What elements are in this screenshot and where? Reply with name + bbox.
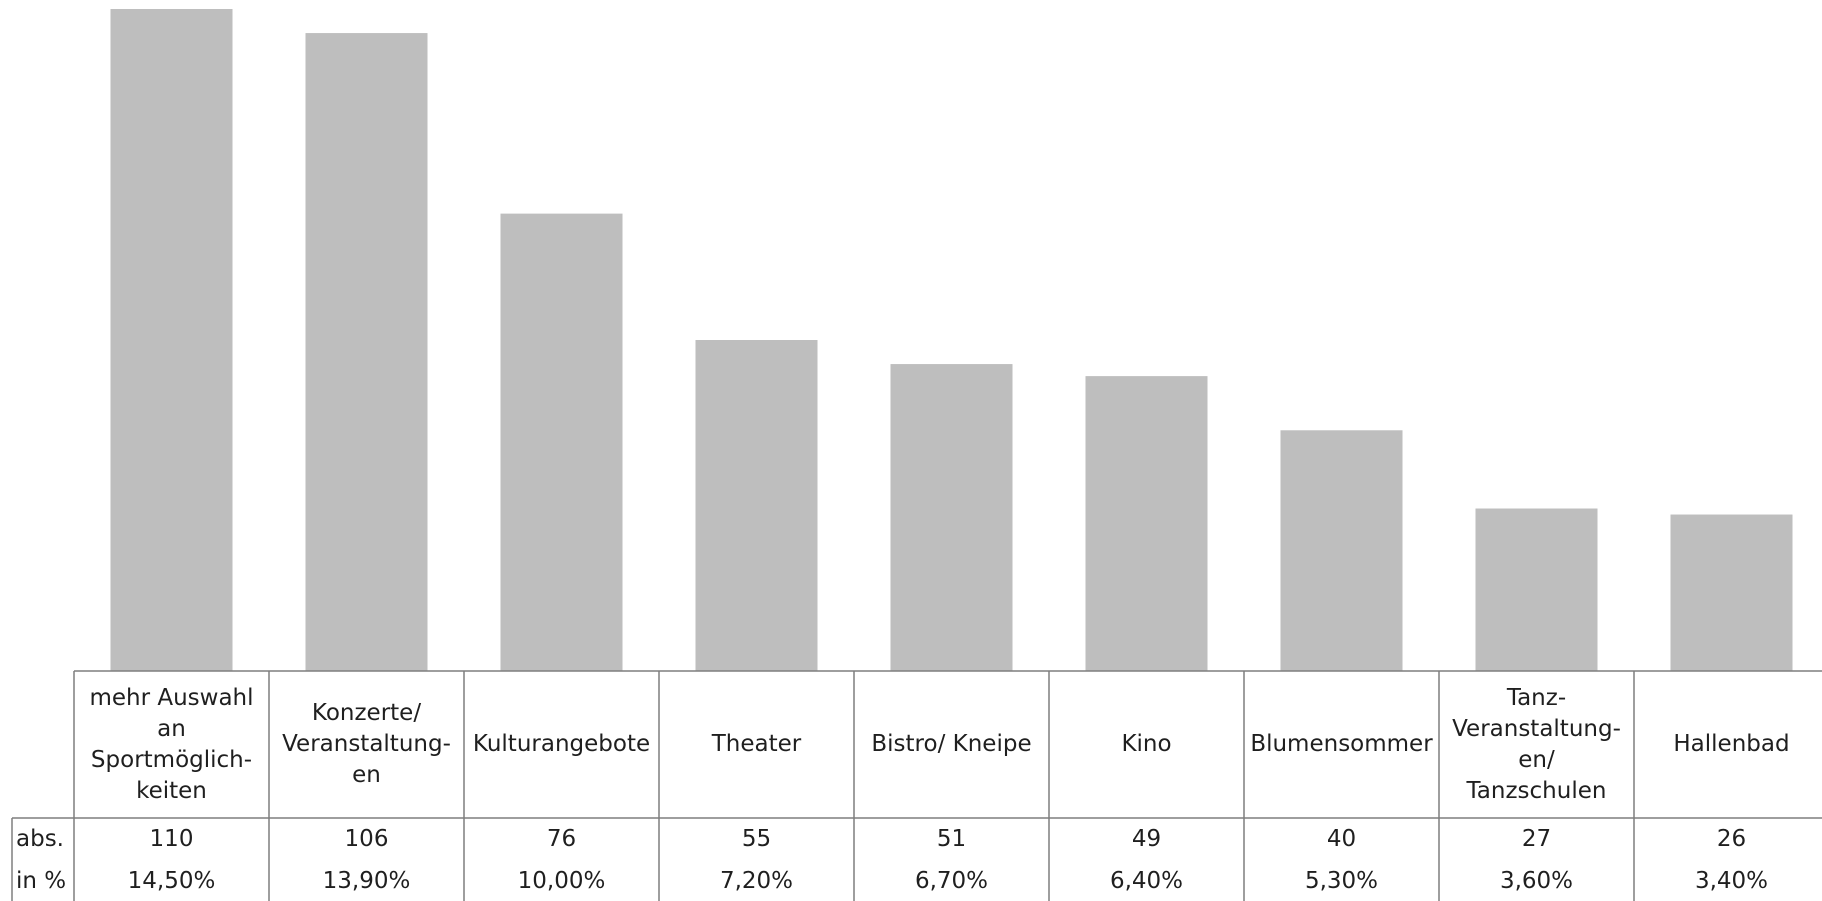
table-cell: 27 <box>1521 826 1552 852</box>
table-cell: 110 <box>149 826 194 852</box>
table-cell: 55 <box>741 826 772 852</box>
table-row-label: in % <box>16 867 67 894</box>
table-cell: 10,00% <box>517 867 606 894</box>
bar-7 <box>1280 430 1403 671</box>
category-label: Kino <box>1121 731 1172 757</box>
bar-1 <box>110 9 233 671</box>
category-label: Bistro/ Kneipe <box>871 731 1032 757</box>
bar-9 <box>1670 514 1793 671</box>
table-cell: 14,50% <box>127 867 216 894</box>
table-cell: 26 <box>1716 826 1747 852</box>
category-label: Kulturangebote <box>472 731 651 757</box>
table-cell: 13,90% <box>322 867 411 894</box>
bar-5 <box>890 364 1013 671</box>
category-label: mehr Auswahl an Sportmöglich- keiten <box>89 684 254 804</box>
table-cell: 3,60% <box>1499 867 1574 894</box>
table-cell: 51 <box>936 826 967 852</box>
table-cell: 7,20% <box>719 867 794 894</box>
table-cell: 6,40% <box>1109 867 1184 894</box>
table-row-label: abs. <box>16 826 64 852</box>
category-label: Blumensommer <box>1250 731 1433 757</box>
bar-3 <box>500 213 623 672</box>
table-cell: 49 <box>1131 826 1162 852</box>
table-cell: 3,40% <box>1694 867 1769 894</box>
table-cell: 6,70% <box>914 867 989 894</box>
bars-group <box>110 9 1793 672</box>
bar-4 <box>695 340 818 671</box>
bar-6 <box>1085 376 1208 671</box>
bar-2 <box>305 33 428 671</box>
table-cell: 106 <box>344 826 389 852</box>
category-label: Theater <box>711 731 802 757</box>
table-cell: 76 <box>546 826 577 852</box>
table-cell: 40 <box>1326 826 1357 852</box>
category-label: Konzerte/ Veranstaltung- en <box>282 700 451 788</box>
bar-8 <box>1475 508 1598 671</box>
category-label: Tanz- Veranstaltung- en/ Tanzschulen <box>1452 684 1621 804</box>
data-table-grid <box>11 670 1822 901</box>
category-label: Hallenbad <box>1673 731 1790 757</box>
table-cell: 5,30% <box>1304 867 1379 894</box>
